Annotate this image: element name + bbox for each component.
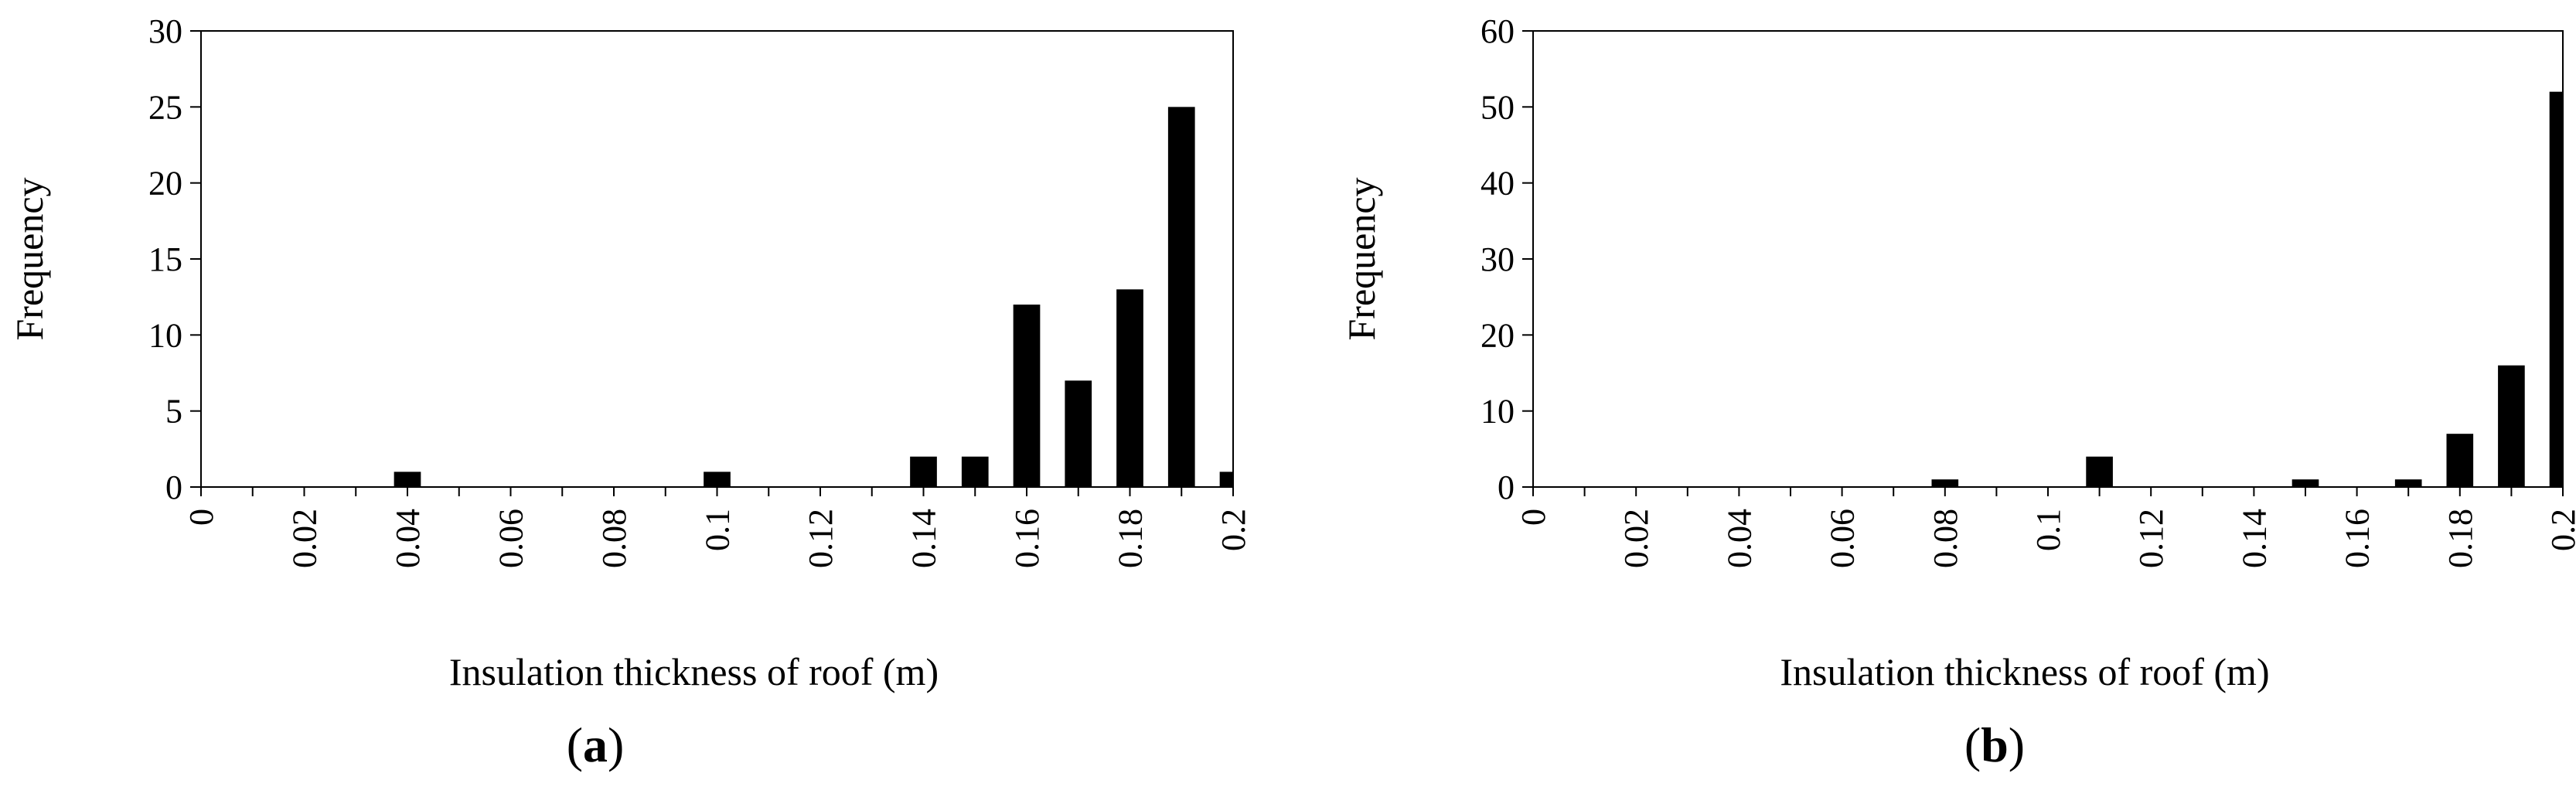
y-tick-label: 0	[165, 468, 182, 506]
panel-label: (a)	[567, 717, 625, 772]
bar	[394, 472, 421, 487]
panel-letter: a	[583, 717, 608, 772]
x-tick-label: 0.12	[2132, 509, 2170, 568]
panel-label: (b)	[1964, 717, 2025, 772]
x-tick-label: 0.16	[1008, 509, 1046, 568]
bar	[1116, 289, 1143, 487]
bar	[2446, 434, 2474, 487]
x-tick-label: 0.1	[2029, 509, 2067, 551]
x-tick-label: 0.1	[699, 509, 737, 551]
x-axis-title: Insulation thickness of roof (m)	[1780, 650, 2269, 693]
x-tick-label: 0	[182, 509, 220, 526]
y-tick-label: 60	[1481, 12, 1515, 50]
y-tick-label: 30	[1481, 240, 1515, 278]
y-tick-label: 30	[148, 12, 182, 50]
panel-letter: b	[1981, 717, 2009, 772]
y-tick-label: 40	[1481, 165, 1515, 203]
x-tick-label: 0.18	[1112, 509, 1150, 568]
y-tick-label: 15	[148, 240, 182, 278]
y-tick-label: 50	[1481, 88, 1515, 126]
bar	[1931, 479, 1959, 487]
x-tick-label: 0.14	[2235, 509, 2273, 568]
x-tick-label: 0.06	[1824, 509, 1862, 568]
y-tick-label: 5	[165, 393, 182, 431]
x-axis-title: Insulation thickness of roof (m)	[449, 650, 939, 693]
x-tick-label: 0.08	[595, 509, 633, 568]
bar	[1167, 107, 1195, 488]
bar	[704, 472, 731, 487]
y-tick-label: 10	[148, 316, 182, 354]
x-tick-label: 0.04	[1720, 509, 1758, 568]
y-tick-label: 0	[1498, 468, 1515, 506]
bar	[1065, 380, 1092, 487]
plot-area	[1532, 30, 2564, 488]
bar	[1013, 305, 1041, 487]
x-tick-label: 0.2	[1215, 509, 1252, 551]
y-tick-label: 10	[1481, 393, 1515, 431]
chart-panel-b: 0 10 20 30 40 50 60 0 0.02 0.04 0.06 0.08 0.1 0.12 0.1…	[1340, 12, 2576, 772]
bar	[2291, 479, 2319, 487]
y-tick-label: 20	[148, 165, 182, 203]
y-tick-label: 20	[1481, 316, 1515, 354]
x-tick-label: 0.04	[389, 509, 427, 568]
bar	[2498, 365, 2525, 487]
bar	[2549, 91, 2563, 488]
x-tick-label: 0.14	[905, 509, 943, 568]
bar	[2394, 479, 2422, 487]
x-tick-label: 0.2	[2544, 509, 2576, 551]
x-tick-label: 0.02	[1617, 509, 1655, 568]
chart-panel-a: 0 5 10 15 20 25 30 0 0.02 0.04 0.06 0.08 0.1 0.12 0.14…	[8, 12, 1252, 772]
y-axis-title: Frequency	[8, 177, 51, 340]
y-axis-title: Frequency	[1340, 177, 1383, 340]
x-tick-label: 0.16	[2339, 509, 2377, 568]
x-tick-label: 0.06	[492, 509, 530, 568]
bar	[961, 456, 989, 487]
bar	[1219, 472, 1233, 487]
bar	[910, 456, 937, 487]
x-tick-label: 0.12	[802, 509, 840, 568]
x-tick-label: 0.02	[286, 509, 324, 568]
x-tick-label: 0	[1515, 509, 1552, 526]
x-tick-label: 0.08	[1927, 509, 1964, 568]
x-tick-label: 0.18	[2441, 509, 2479, 568]
y-tick-label: 25	[148, 88, 182, 126]
bar	[2086, 456, 2113, 487]
